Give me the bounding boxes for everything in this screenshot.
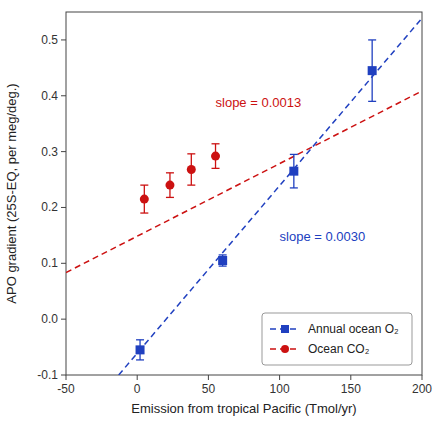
y-tick-label: 0.1	[41, 256, 58, 270]
error-bar-cap	[187, 184, 195, 185]
fit-line	[119, 18, 422, 375]
legend-label: Ocean CO₂	[308, 342, 370, 356]
legend-box	[262, 313, 412, 365]
error-bar-cap	[290, 154, 298, 155]
error-bar	[368, 40, 376, 101]
annotation: slope = 0.0030	[280, 229, 366, 244]
x-tick-label: 50	[202, 382, 216, 396]
legend: Annual ocean O₂ Ocean CO₂	[262, 313, 412, 365]
point	[165, 181, 174, 190]
error-bar	[219, 255, 227, 266]
x-tick-label: 200	[412, 382, 432, 396]
point	[368, 66, 377, 75]
point	[211, 152, 220, 161]
x-axis-label: Emission from tropical Pacific (Tmol/yr)	[131, 401, 356, 416]
error-bar	[136, 340, 144, 360]
y-tick-label: 0.2	[41, 200, 58, 214]
error-bar-cap	[166, 172, 174, 173]
error-bar-cap	[219, 265, 227, 266]
y-tick-label: 0.4	[41, 89, 58, 103]
x-tick	[350, 375, 351, 380]
y-tick-label: 0.0	[41, 312, 58, 326]
error-bar-cap	[212, 168, 220, 169]
legend-marker	[281, 345, 289, 353]
point	[289, 167, 298, 176]
y-tick	[61, 39, 66, 40]
y-tick	[61, 263, 66, 264]
error-bar	[212, 144, 220, 169]
y-tick	[61, 319, 66, 320]
point	[140, 195, 149, 204]
x-tick-label: -50	[57, 382, 75, 396]
x-tick	[208, 375, 209, 380]
point	[218, 256, 227, 265]
error-bar	[140, 185, 148, 213]
y-tick	[61, 95, 66, 96]
error-bar-cap	[136, 359, 144, 360]
error-bar-cap	[166, 197, 174, 198]
error-bar-cap	[368, 39, 376, 40]
x-tick-label: 100	[270, 382, 290, 396]
y-tick-label: 0.3	[41, 145, 58, 159]
y-tick	[61, 151, 66, 152]
legend-label: Annual ocean O₂	[308, 322, 399, 336]
error-bar-cap	[187, 153, 195, 154]
x-tick	[137, 375, 138, 380]
point	[187, 165, 196, 174]
error-bar-cap	[140, 184, 148, 185]
y-tick-label: -0.1	[37, 368, 58, 382]
y-axis-label: APO gradient (25S-EQ, per meg/deg.)	[4, 83, 19, 303]
plot-frame	[66, 12, 422, 375]
error-bar-cap	[136, 339, 144, 340]
x-tick-label: 150	[341, 382, 361, 396]
y-tick	[61, 375, 66, 376]
x-tick-label: 0	[134, 382, 141, 396]
legend-marker	[281, 325, 289, 333]
y-tick-label: 0.5	[41, 33, 58, 47]
error-bar	[187, 154, 195, 185]
error-bar	[290, 154, 298, 188]
x-tick	[279, 375, 280, 380]
fit-line	[66, 91, 422, 273]
x-tick	[66, 375, 67, 380]
error-bar-cap	[140, 212, 148, 213]
point	[136, 345, 145, 354]
chart: -50 0 50 100 150 200 -0.1 0.0 0.1 0.2 0.3 0.4 0.5 Emi…	[0, 0, 434, 425]
error-bar-cap	[290, 187, 298, 188]
annotation: slope = 0.0013	[216, 95, 302, 110]
error-bar	[166, 173, 174, 198]
error-bar-cap	[368, 101, 376, 102]
y-tick	[61, 207, 66, 208]
error-bar-cap	[219, 254, 227, 255]
error-bar-cap	[212, 143, 220, 144]
x-tick	[422, 375, 423, 380]
plot-area	[66, 18, 422, 375]
